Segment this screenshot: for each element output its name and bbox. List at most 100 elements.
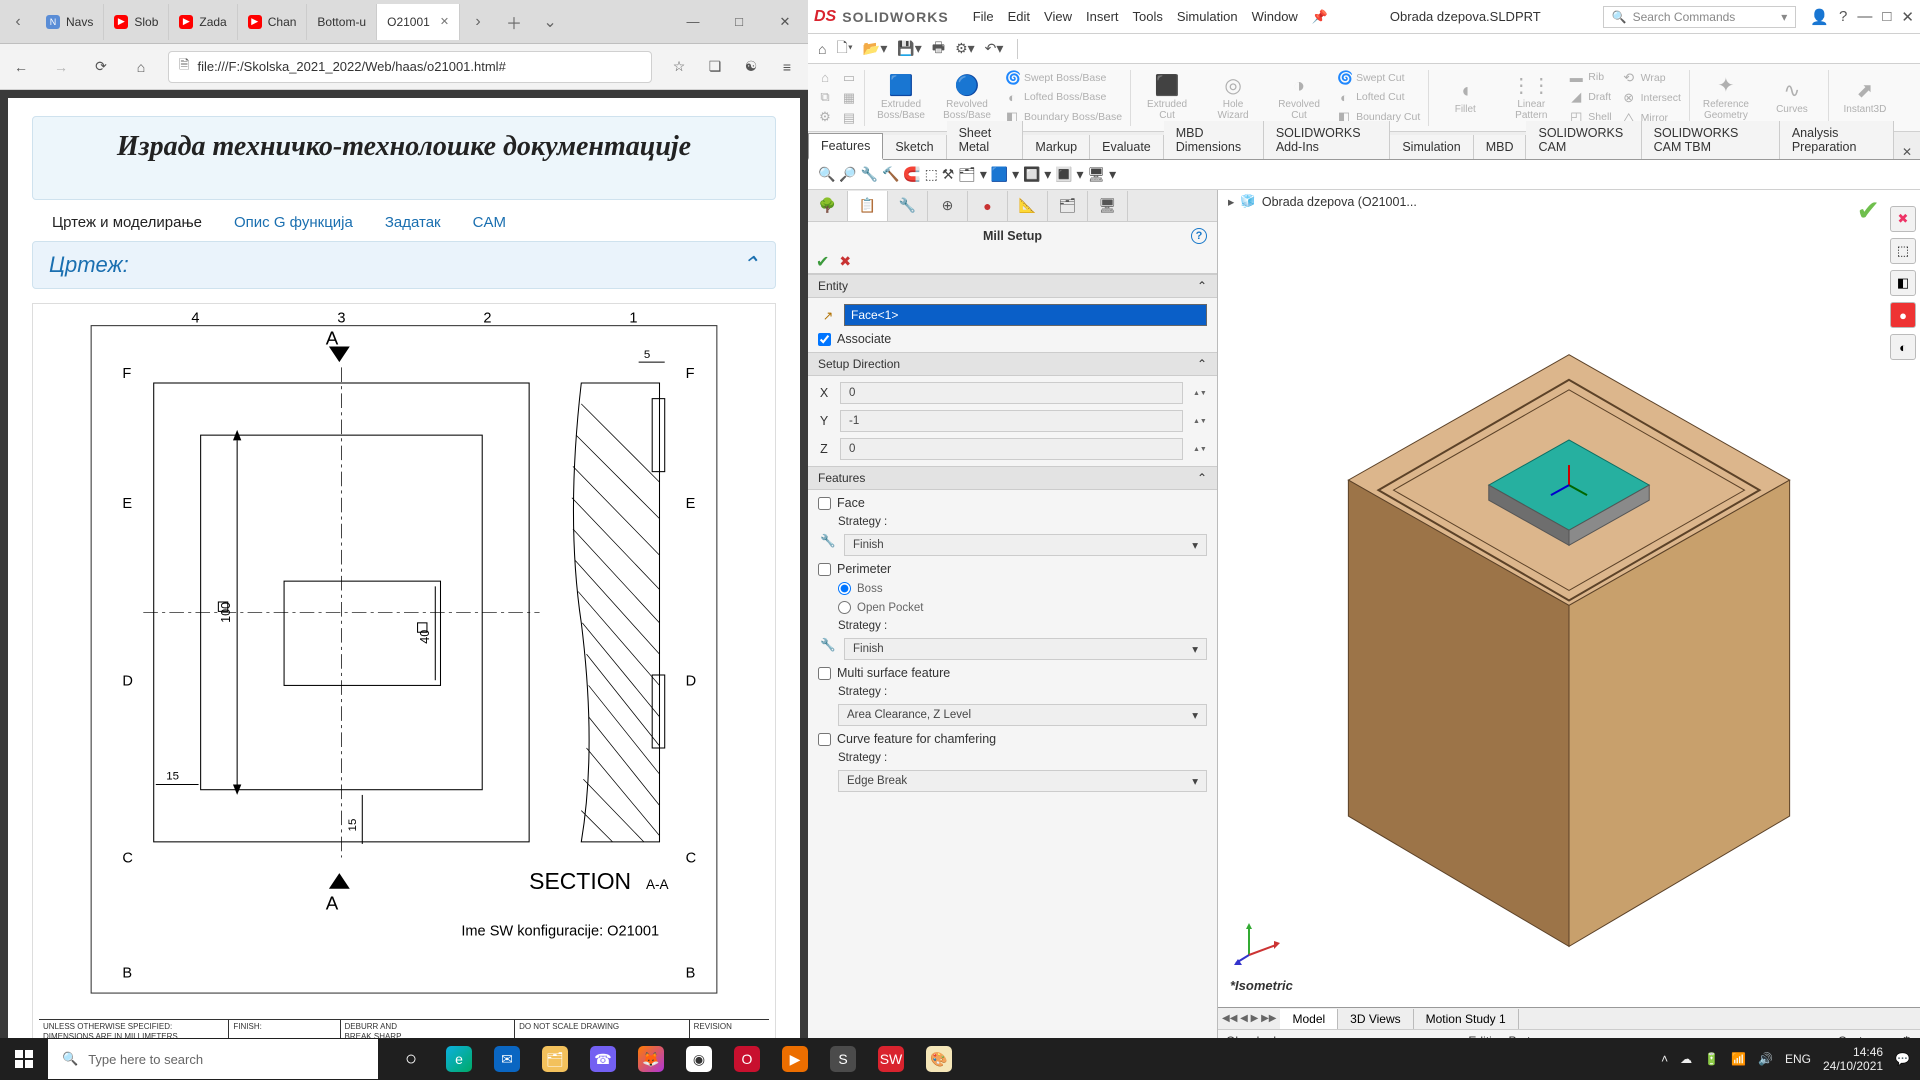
new-tab[interactable]: ＋ <box>496 4 532 40</box>
doc-tab-3[interactable]: CAM <box>473 214 506 231</box>
y-input[interactable]: -1 <box>840 410 1183 432</box>
rb-lofted-boss[interactable]: ◐Lofted Boss/Base <box>1005 90 1122 105</box>
task-solidworks[interactable]: SW <box>868 1038 914 1080</box>
pm-ok[interactable]: ✔ <box>816 252 829 272</box>
tab-1[interactable]: ▶Slob <box>104 4 169 40</box>
sw-tab-camtbm[interactable]: SOLIDWORKS CAM TBM <box>1642 121 1780 159</box>
search-commands[interactable]: 🔍 Search Commands ▾ <box>1603 6 1797 28</box>
sw-tab-features[interactable]: Features <box>808 133 883 160</box>
rb-refgeo[interactable]: ✦Reference Geometry <box>1694 68 1758 128</box>
tab-0[interactable]: NNavs <box>36 4 104 40</box>
sw-graphics-area[interactable]: ▸ 🧊 Obrada dzepova (O21001... ✔ <box>1218 190 1920 1051</box>
tabs-menu[interactable]: ⌄ <box>532 4 568 40</box>
nav-home[interactable]: ⌂ <box>128 54 154 80</box>
rb-instant3d[interactable]: ⬈Instant3D <box>1833 68 1897 128</box>
bookmark-icon[interactable]: ☆ <box>666 54 692 80</box>
badge-1[interactable]: ✖ <box>1890 206 1916 232</box>
close-icon[interactable]: ✕ <box>440 15 449 28</box>
menu-view[interactable]: View <box>1044 9 1072 25</box>
tray-battery-icon[interactable]: 🔋 <box>1704 1052 1719 1066</box>
rb-swept-boss[interactable]: 🌀Swept Boss/Base <box>1005 70 1122 86</box>
pm-tab-6[interactable]: 📐 <box>1008 191 1048 221</box>
sw-tab-cam[interactable]: SOLIDWORKS CAM <box>1526 121 1641 159</box>
reader-icon[interactable]: ❏ <box>702 54 728 80</box>
taskbar-search[interactable]: 🔍 Type here to search <box>48 1039 378 1079</box>
badge-2[interactable]: ⬚ <box>1890 238 1916 264</box>
window-close[interactable]: ✕ <box>762 3 808 41</box>
task-paint[interactable]: 🎨 <box>916 1038 962 1080</box>
pm-tab-3[interactable]: 🔧 <box>888 191 928 221</box>
openpocket-radio[interactable] <box>838 601 851 614</box>
sw-tab-mbd[interactable]: MBD <box>1474 135 1527 159</box>
qa-undo-icon[interactable]: ↶▾ <box>985 40 1004 57</box>
qa-options-icon[interactable]: ⚙▾ <box>955 40 975 57</box>
entity-pick-icon[interactable]: ↗ <box>818 308 838 323</box>
boss-radio[interactable] <box>838 582 851 595</box>
task-media[interactable]: ▶ <box>772 1038 818 1080</box>
sw-tab-mbddim[interactable]: MBD Dimensions <box>1164 121 1264 159</box>
rb-extruded-cut[interactable]: ⬛Extruded Cut <box>1135 68 1199 128</box>
sw-maximize[interactable]: □ <box>1882 8 1891 25</box>
sw-tab-sheetmetal[interactable]: Sheet Metal <box>947 121 1024 159</box>
accordion-header[interactable]: Цртеж: ⌃ <box>32 241 776 289</box>
task-opera[interactable]: O <box>724 1038 770 1080</box>
rb-revolved-boss[interactable]: 🔵Revolved Boss/Base <box>935 68 999 128</box>
close-icon[interactable]: ✕ <box>1894 145 1920 159</box>
z-input[interactable]: 0 <box>840 438 1183 460</box>
x-input[interactable]: 0 <box>840 382 1183 404</box>
tab-2[interactable]: ▶Zada <box>169 4 237 40</box>
tray-notifications-icon[interactable]: 💬 <box>1895 1052 1910 1066</box>
face-check[interactable] <box>818 497 831 510</box>
badge-3[interactable]: ◧ <box>1890 270 1916 296</box>
user-icon[interactable]: 👤 <box>1810 8 1829 26</box>
sw-close[interactable]: ✕ <box>1901 8 1914 26</box>
pm-tab-pm[interactable]: 📋 <box>848 191 888 221</box>
rb-fillet[interactable]: ◖Fillet <box>1433 68 1497 128</box>
help-icon[interactable]: ? <box>1191 228 1207 244</box>
rb-lofted-cut[interactable]: ◐Lofted Cut <box>1337 90 1420 105</box>
doc-tab-2[interactable]: Задатак <box>385 214 441 231</box>
tablist-next[interactable]: › <box>460 4 496 40</box>
menu-window[interactable]: Window <box>1252 9 1298 25</box>
rb-intersect[interactable]: ⊗Intersect <box>1622 90 1681 106</box>
tray-clock[interactable]: 14:46 24/10/2021 <box>1823 1045 1883 1074</box>
btab-motion[interactable]: Motion Study 1 <box>1414 1009 1519 1029</box>
sw-tab-evaluate[interactable]: Evaluate <box>1090 135 1164 159</box>
menu-insert[interactable]: Insert <box>1086 9 1119 25</box>
qa-save-icon[interactable]: 💾▾ <box>897 40 921 57</box>
menu-icon[interactable]: ≡ <box>774 54 800 80</box>
task-viber[interactable]: ☎ <box>580 1038 626 1080</box>
sw-tab-sim[interactable]: Simulation <box>1390 135 1473 159</box>
pm-tab-tree[interactable]: 🌳 <box>808 191 848 221</box>
pm-tab-5[interactable]: ● <box>968 191 1008 221</box>
task-cortana[interactable]: ○ <box>388 1038 434 1080</box>
entity-value[interactable]: Face<1> <box>844 304 1207 326</box>
task-edge[interactable]: e <box>436 1038 482 1080</box>
doc-tab-0[interactable]: Цртеж и моделирање <box>52 214 202 231</box>
nav-forward[interactable]: → <box>48 54 74 80</box>
perimeter-strategy[interactable]: Finish▾ <box>844 638 1207 660</box>
rb-curves[interactable]: ∿Curves <box>1760 68 1824 128</box>
rb-hole-wizard[interactable]: ◎Hole Wizard <box>1201 68 1265 128</box>
pm-tab-8[interactable]: 🖥 <box>1088 191 1128 221</box>
task-sublime[interactable]: S <box>820 1038 866 1080</box>
pin-icon[interactable]: 📌 <box>1312 9 1328 25</box>
nav-reload[interactable]: ⟳ <box>88 54 114 80</box>
rb-rib[interactable]: ▬Rib <box>1569 70 1611 85</box>
menu-edit[interactable]: Edit <box>1008 9 1030 25</box>
window-minimize[interactable]: — <box>670 3 716 41</box>
help-icon[interactable]: ? <box>1839 8 1847 25</box>
tray-wifi-icon[interactable]: 📶 <box>1731 1052 1746 1066</box>
task-firefox[interactable]: 🦊 <box>628 1038 674 1080</box>
tray-cloud-icon[interactable]: ☁ <box>1680 1052 1692 1066</box>
task-chrome[interactable]: ◉ <box>676 1038 722 1080</box>
qa-open-icon[interactable]: 📂▾ <box>863 40 887 57</box>
window-maximize[interactable]: □ <box>716 3 762 41</box>
qa-home-icon[interactable]: ⌂ <box>818 41 826 57</box>
associate-check[interactable] <box>818 333 831 346</box>
btab-3dviews[interactable]: 3D Views <box>1338 1009 1413 1029</box>
area-strategy[interactable]: Area Clearance, Z Level▾ <box>838 704 1207 726</box>
menu-tools[interactable]: Tools <box>1133 9 1163 25</box>
nav-back[interactable]: ← <box>8 54 34 80</box>
pm-tab-7[interactable]: 🗂 <box>1048 191 1088 221</box>
